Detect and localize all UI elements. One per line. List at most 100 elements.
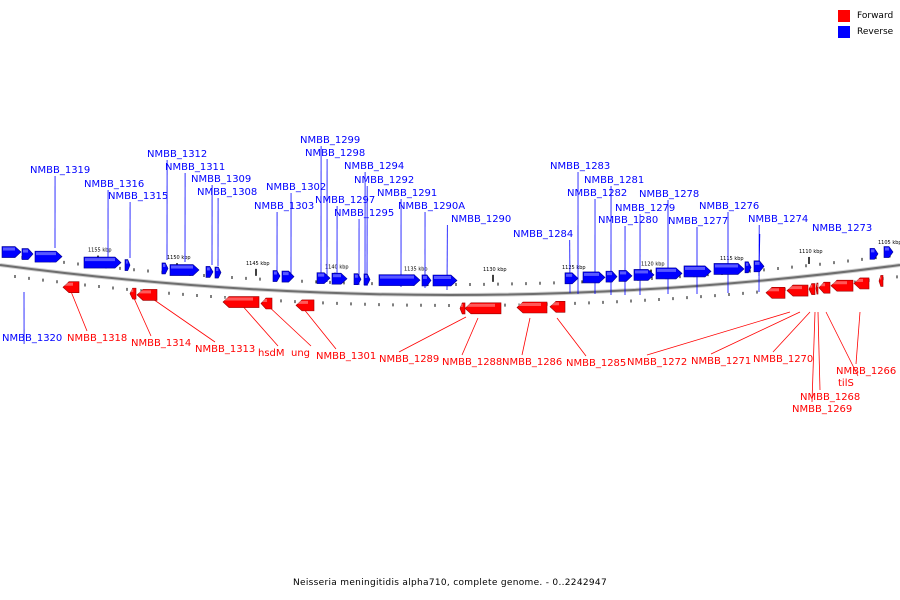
forward-gene-arrow [808,283,816,295]
scale-tick-label: 1120 kbp [641,262,665,268]
gene-highlight [832,281,847,285]
gene-highlight [138,290,151,294]
reverse-gene-label: NMBB_1299 [300,135,360,146]
reverse-gene-label: NMBB_1316 [84,179,144,190]
forward-gene-label: NMBB_1288 [442,357,502,368]
reverse-gene-arrow [316,272,331,284]
forward-gene-arrow [516,301,548,314]
reverse-gene-label: NMBB_1277 [668,216,728,227]
gene-highlight [880,276,882,280]
scale-tick-label: 1125 kbp [562,265,586,271]
reverse-gene-label: NMBB_1274 [748,214,808,225]
reverse-gene-arrow [378,274,421,286]
gene-highlight [283,272,289,276]
reverse-gene-label: NMBB_1290A [398,201,465,212]
gene-highlight [163,263,166,267]
gene-highlight [36,252,56,256]
gene-highlight [817,284,818,288]
gene-highlight [871,249,875,253]
reverse-gene-label: NMBB_1278 [639,189,699,200]
reverse-gene-arrow [124,259,131,271]
reverse-gene-arrow [618,270,633,282]
forward-gene-arrow [853,277,870,290]
gene-highlight [885,247,889,251]
reverse-gene-arrow [83,256,122,269]
forward-label-leader [302,307,337,350]
reverse-gene-arrow [582,271,606,284]
gene-highlight [715,264,738,268]
gene-highlight [566,273,573,277]
gene-highlight [584,272,599,276]
scale-tick-label: 1105 kbp [878,240,900,246]
gene-highlight [23,249,29,253]
reverse-gene-arrow [421,274,432,287]
legend: Forward Reverse [838,8,898,40]
reverse-gene-label: NMBB_1309 [191,174,251,185]
reverse-gene-label: NMBB_1303 [254,201,314,212]
gene-highlight [126,260,128,264]
scale-tick-label: 1150 kbp [167,255,191,261]
forward-gene-label: NMBB_1318 [67,333,127,344]
gene-highlight [207,267,210,271]
scale-tick-label: 1135 kbp [404,267,428,273]
reverse-gene-label: NMBB_1294 [344,161,404,172]
forward-gene-label: NMBB_1301 [316,351,376,362]
forward-label-leader [825,311,859,377]
reverse-gene-arrow [683,265,712,278]
reverse-gene-arrow [883,246,894,258]
forward-gene-arrow [786,284,809,297]
gene-highlight [85,258,115,262]
forward-gene-arrow [549,300,566,313]
forward-label-leader [772,311,811,353]
gene-highlight [333,274,341,278]
reverse-gene-arrow [161,262,169,275]
gene-highlight [365,274,368,278]
reverse-gene-arrow [744,261,752,274]
forward-gene-arrow [818,281,831,294]
forward-gene-arrow [129,287,137,300]
gene-highlight [767,288,779,292]
genome-caption: Neisseria meningitidis alpha710, complet… [293,578,607,588]
forward-gene-arrow [222,296,260,308]
forward-gene-label: NMBB_1269 [792,404,852,415]
forward-label-leader [398,316,467,353]
legend-forward: Forward [838,8,898,23]
gene-highlight [685,266,705,270]
reverse-gene-label: NMBB_1282 [567,188,627,199]
reverse-gene-label: NMBB_1297 [315,195,375,206]
forward-gene-arrow [815,282,819,295]
gene-highlight [64,282,73,286]
forward-gene-label: tilS [838,378,854,389]
gene-highlight [746,262,749,266]
forward-label-leader [710,311,801,355]
reverse-gene-label: NMBB_1276 [699,201,759,212]
reverse-gene-arrow [21,248,34,260]
forward-gene-label: NMBB_1266 [836,366,896,377]
forward-label-leader [149,296,216,343]
forward-gene-label: NMBB_1270 [753,354,813,365]
scale-tick-label: 1155 kbp [88,248,112,254]
reverse-gene-label: NMBB_1281 [584,175,644,186]
gene-highlight [3,247,15,251]
forward-label: Forward [857,10,894,21]
reverse-gene-label: NMBB_1279 [615,203,675,214]
gene-highlight [262,299,268,303]
forward-gene-label: NMBB_1313 [195,344,255,355]
forward-gene-arrow [295,299,315,312]
reverse-gene-label: NMBB_1311 [165,162,225,173]
gene-highlight [380,275,414,279]
reverse-gene-arrow [281,270,295,283]
reverse-gene-label: NMBB_1290 [451,214,511,225]
forward-gene-arrow [136,289,158,301]
forward-gene-label: NMBB_1285 [566,358,626,369]
forward-gene-label: NMBB_1286 [502,357,562,368]
legend-reverse: Reverse [838,24,898,39]
reverse-gene-label: NMBB_1295 [334,208,394,219]
forward-gene-arrow [62,281,80,294]
gene-highlight [635,270,648,274]
reverse-gene-label: NMBB_1292 [354,175,414,186]
gene-highlight [810,284,813,288]
reverse-gene-label: NMBB_1308 [197,187,257,198]
reverse-gene-label: NMBB_1302 [266,182,326,193]
